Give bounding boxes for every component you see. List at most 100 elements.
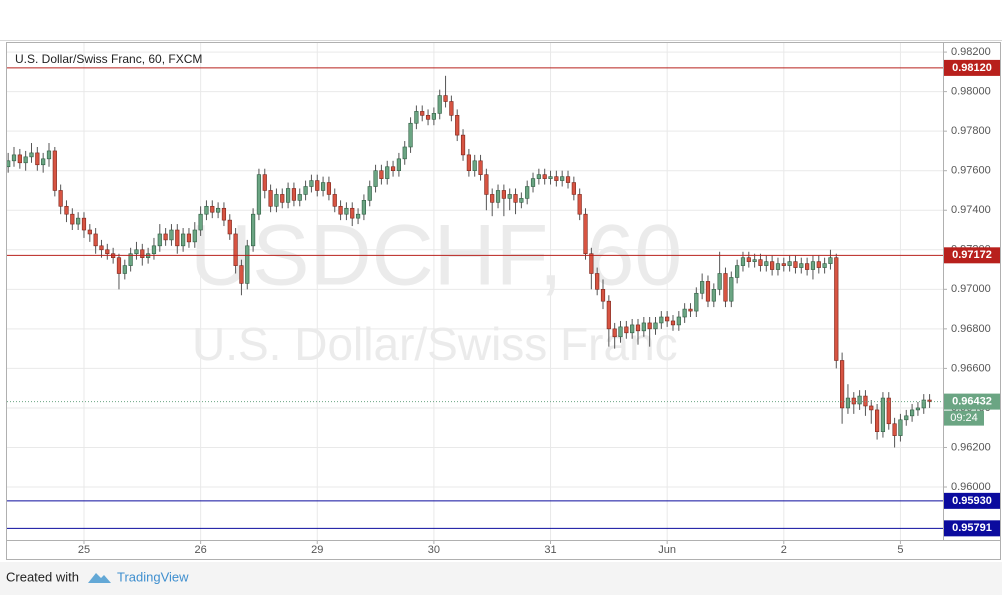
candle-body bbox=[501, 190, 506, 199]
candle-body bbox=[845, 397, 851, 409]
candle-body bbox=[595, 273, 600, 290]
candle-body bbox=[93, 233, 98, 247]
candle-body bbox=[460, 134, 466, 156]
candle-body bbox=[764, 261, 769, 266]
footer-brand[interactable]: TradingView bbox=[117, 569, 189, 584]
candle-body bbox=[904, 415, 909, 421]
y-tick-label: 0.96600 bbox=[951, 362, 991, 374]
candle-body bbox=[192, 229, 197, 243]
candle-body bbox=[309, 180, 314, 187]
candle-body bbox=[344, 207, 349, 215]
y-tick-label: 0.98000 bbox=[951, 86, 991, 98]
candle-body bbox=[198, 213, 203, 231]
candle-body bbox=[245, 245, 250, 284]
candle-body bbox=[99, 245, 104, 251]
candle-body bbox=[711, 289, 716, 302]
candle-body bbox=[723, 273, 728, 302]
candle-body bbox=[565, 176, 571, 183]
candle-body bbox=[682, 308, 687, 318]
price-label-box bbox=[944, 59, 1000, 76]
candle-body bbox=[181, 233, 186, 247]
price-label: 0.95930 bbox=[952, 495, 992, 507]
candle-body bbox=[478, 160, 483, 175]
candle-body bbox=[29, 152, 34, 158]
candle-body bbox=[420, 111, 425, 116]
footer-bar bbox=[0, 562, 1002, 595]
candle-body bbox=[618, 326, 623, 338]
candle-body bbox=[437, 95, 442, 114]
last-price-box bbox=[944, 393, 1000, 410]
candle-body bbox=[58, 190, 63, 207]
candle-body bbox=[256, 174, 262, 215]
candle-body bbox=[163, 233, 168, 241]
candle-body bbox=[64, 205, 69, 215]
candle-body bbox=[326, 182, 332, 195]
candle-body bbox=[76, 217, 81, 225]
candle-body bbox=[128, 253, 133, 266]
candle-body bbox=[519, 198, 524, 203]
y-tick-label: 0.97600 bbox=[951, 165, 991, 177]
candle-body bbox=[169, 229, 174, 241]
candle-body bbox=[641, 322, 646, 332]
price-label: 0.95791 bbox=[952, 522, 992, 534]
candle-body bbox=[875, 409, 880, 432]
candle-body bbox=[600, 289, 606, 302]
y-tick-label: 0.97800 bbox=[951, 125, 991, 137]
candle-body bbox=[157, 233, 162, 247]
candle-body bbox=[379, 170, 384, 179]
candle-body bbox=[606, 300, 611, 330]
chart-title: U.S. Dollar/Swiss Franc, 60, FXCM bbox=[15, 52, 202, 66]
candle-body bbox=[630, 324, 635, 334]
countdown: 09:24 bbox=[950, 412, 978, 424]
x-tick-label: 2 bbox=[781, 544, 787, 556]
candle-body bbox=[297, 194, 302, 201]
candle-body bbox=[898, 419, 903, 436]
countdown-box bbox=[944, 410, 984, 426]
candle-body bbox=[41, 158, 46, 166]
candle-body bbox=[647, 322, 652, 330]
candle-body bbox=[735, 265, 740, 278]
candle-body bbox=[251, 213, 256, 247]
candle-body bbox=[46, 150, 52, 160]
grid bbox=[7, 42, 943, 540]
candle-body bbox=[210, 205, 215, 213]
candle-body bbox=[822, 263, 827, 268]
candle-body bbox=[770, 261, 775, 270]
candle-body bbox=[746, 257, 751, 262]
price-label-box bbox=[944, 520, 1000, 537]
candle-body bbox=[886, 397, 891, 425]
candle-body bbox=[466, 154, 471, 172]
candle-body bbox=[431, 113, 436, 120]
candle-body bbox=[472, 160, 477, 172]
y-tick-label: 0.96200 bbox=[951, 441, 991, 453]
candle-body bbox=[530, 178, 536, 187]
candle-body bbox=[513, 194, 518, 203]
candle-body bbox=[840, 360, 845, 409]
y-tick-label: 0.96000 bbox=[951, 481, 991, 493]
candle-body bbox=[612, 328, 617, 338]
chart-frame bbox=[6, 42, 1001, 560]
candle-body bbox=[355, 213, 361, 219]
candle-body bbox=[216, 207, 221, 213]
candle-body bbox=[915, 407, 921, 411]
candle-body bbox=[700, 281, 705, 294]
candle-body bbox=[262, 174, 267, 191]
x-tick-label: 5 bbox=[897, 544, 903, 556]
candle-body bbox=[490, 194, 495, 203]
candle-body bbox=[332, 194, 337, 207]
price-label-box bbox=[944, 247, 1000, 264]
candle-body bbox=[787, 261, 792, 266]
candle-body bbox=[11, 154, 17, 162]
candle-body bbox=[315, 180, 320, 191]
candle-body bbox=[729, 277, 734, 302]
candle-body bbox=[443, 95, 448, 102]
candle-body bbox=[449, 101, 454, 116]
candle-body bbox=[134, 249, 139, 255]
candle-body bbox=[239, 265, 244, 284]
candle-body bbox=[659, 316, 664, 324]
y-tick-label: 0.96800 bbox=[951, 323, 991, 335]
candle-body bbox=[414, 111, 419, 124]
candle-body bbox=[635, 324, 641, 332]
candle-body bbox=[367, 186, 372, 201]
